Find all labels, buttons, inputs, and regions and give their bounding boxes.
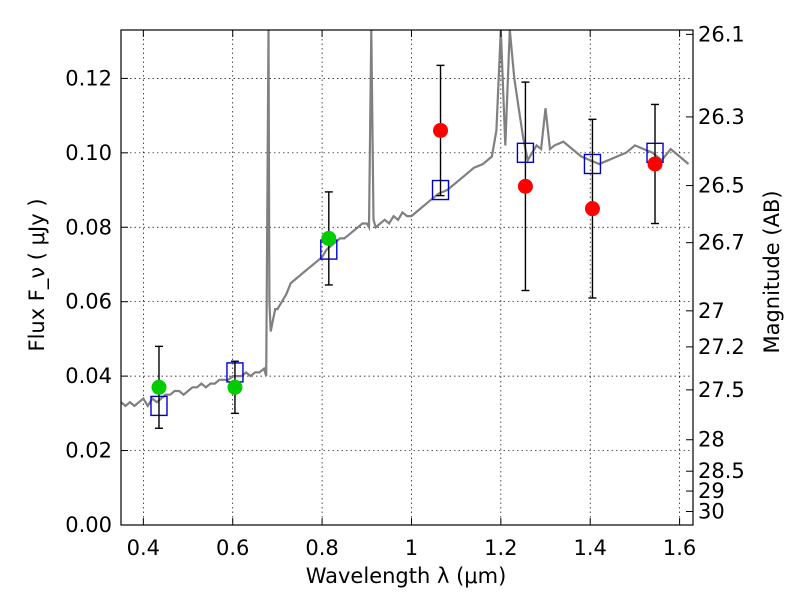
y-tick-label: 0.04 [65,364,112,388]
x-tick-label: 1.2 [484,536,517,560]
mag-tick-label: 27.5 [698,378,745,402]
grid-lines [121,30,693,526]
mag-tick-label: 30 [698,499,725,523]
data-point [151,379,167,395]
data-point [227,379,243,395]
x-tick-label: 1 [405,536,418,560]
x-tick-label: 1.4 [574,536,607,560]
model-box-layer [150,142,664,417]
y-tick-label: 0.02 [65,439,112,463]
x-axis-title: Wavelength λ (μm) [306,564,507,588]
data-point [321,230,337,246]
plot-frame [120,29,694,526]
x-tick-label: 0.8 [305,536,338,560]
x-tick-label: 1.6 [663,536,696,560]
sed-template-layer [121,30,690,409]
y-axis-title-right: Magnitude (AB) [760,190,784,353]
y-tick-label: 0.00 [65,513,112,537]
tick-layer: 0.4 0.6 0.8 1 1.2 1.4 1.6 0.00 0.02 0.04 0.06 0.08 0… [65,22,745,560]
mag-tick-label: 26.5 [698,174,745,198]
x-tick-label: 0.4 [127,536,160,560]
mag-tick-label: 28.5 [698,459,745,483]
x-tick-label: 0.6 [216,536,249,560]
y-axis-title-left: Flux F_ν ( μJy ) [25,198,50,351]
mag-tick-label: 27.2 [698,335,745,359]
mag-tick-label: 26.7 [698,231,745,255]
data-point [433,122,449,138]
mag-tick-label: 26.3 [698,105,745,129]
mag-tick-label: 28 [698,428,725,452]
error-bar-layer [154,64,660,429]
sed-line [121,30,690,409]
y-tick-label: 0.08 [65,215,112,239]
mag-tick-label: 29 [698,479,725,503]
y-tick-label: 0.06 [65,290,112,314]
mag-tick-label: 26.1 [698,22,745,46]
y-tick-label: 0.10 [65,141,112,165]
data-point [647,156,663,172]
data-point [584,201,600,217]
y-tick-label: 0.12 [65,66,112,90]
mag-tick-label: 27 [698,299,725,323]
data-point [517,178,533,194]
observed-point-layer [151,122,663,395]
